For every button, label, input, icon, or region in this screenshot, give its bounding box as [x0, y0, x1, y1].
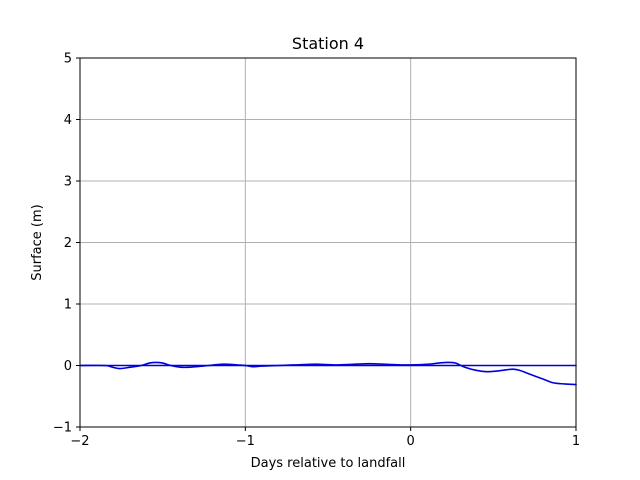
- y-tick-label: 1: [64, 298, 72, 313]
- y-tick-label: 2: [64, 236, 72, 251]
- y-tick-label: 4: [64, 113, 72, 128]
- x-tick-label: −2: [70, 434, 89, 449]
- y-tick-label: 0: [64, 359, 72, 374]
- y-tick-label: −1: [53, 421, 72, 436]
- series-lines: [79, 361, 577, 386]
- y-axis-label: Surface (m): [30, 204, 45, 280]
- series-line-2: [79, 361, 577, 386]
- x-tick-label: 1: [572, 434, 580, 449]
- y-tick-label: 5: [64, 52, 72, 67]
- x-tick-label: 0: [407, 434, 415, 449]
- x-tick-label: −1: [236, 434, 255, 449]
- y-tick-label: 3: [64, 175, 72, 190]
- x-axis-label: Days relative to landfall: [251, 456, 406, 471]
- chart-title: Station 4: [292, 34, 364, 53]
- grid: [79, 57, 577, 428]
